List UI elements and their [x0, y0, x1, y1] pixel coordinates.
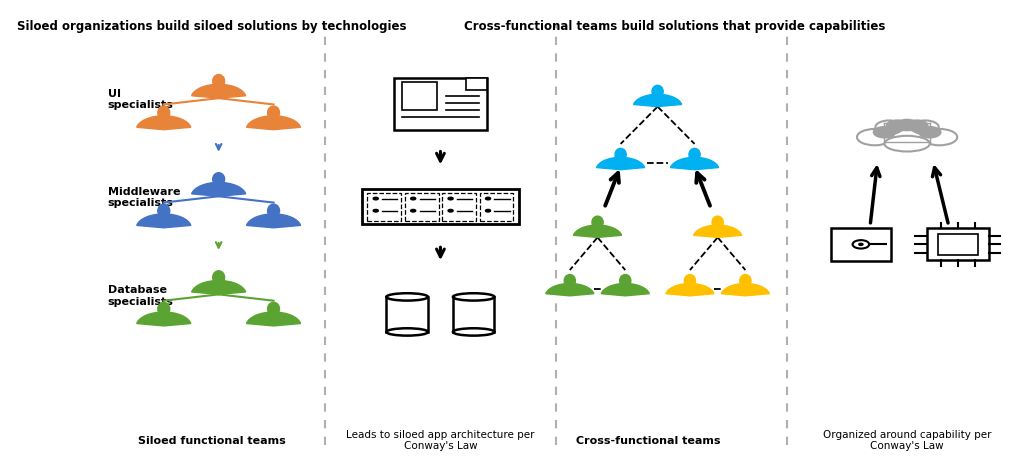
- Ellipse shape: [592, 216, 603, 228]
- Ellipse shape: [158, 204, 170, 217]
- Wedge shape: [247, 214, 301, 228]
- Circle shape: [485, 197, 490, 200]
- Ellipse shape: [386, 328, 428, 336]
- Wedge shape: [137, 214, 190, 228]
- Circle shape: [853, 240, 869, 249]
- FancyBboxPatch shape: [361, 189, 519, 225]
- Ellipse shape: [564, 274, 575, 287]
- Wedge shape: [247, 312, 301, 326]
- Ellipse shape: [857, 129, 893, 145]
- Wedge shape: [191, 182, 246, 196]
- Wedge shape: [671, 157, 719, 170]
- Ellipse shape: [911, 120, 939, 134]
- Wedge shape: [247, 116, 301, 130]
- Text: Organized around capability per
Conway's Law: Organized around capability per Conway's…: [823, 430, 991, 451]
- Wedge shape: [721, 283, 769, 296]
- FancyBboxPatch shape: [442, 193, 476, 221]
- Ellipse shape: [158, 106, 170, 119]
- Text: UI
specialists: UI specialists: [108, 89, 174, 110]
- FancyBboxPatch shape: [466, 78, 486, 90]
- Wedge shape: [546, 283, 594, 296]
- Circle shape: [859, 243, 863, 245]
- Text: Siloed functional teams: Siloed functional teams: [138, 436, 286, 446]
- Circle shape: [905, 120, 928, 131]
- Ellipse shape: [922, 129, 957, 145]
- Text: Database
specialists: Database specialists: [108, 285, 174, 306]
- Wedge shape: [693, 225, 741, 237]
- Ellipse shape: [213, 75, 224, 88]
- Circle shape: [485, 210, 490, 212]
- Ellipse shape: [620, 274, 631, 287]
- Ellipse shape: [878, 122, 936, 143]
- Ellipse shape: [684, 274, 695, 287]
- Ellipse shape: [885, 136, 930, 151]
- Wedge shape: [137, 116, 190, 130]
- FancyBboxPatch shape: [401, 82, 437, 110]
- FancyBboxPatch shape: [830, 228, 891, 261]
- Circle shape: [896, 119, 919, 131]
- Circle shape: [887, 120, 908, 131]
- Circle shape: [919, 126, 941, 138]
- Ellipse shape: [453, 328, 495, 336]
- Ellipse shape: [712, 216, 723, 228]
- Ellipse shape: [267, 204, 280, 217]
- Circle shape: [449, 197, 454, 200]
- Ellipse shape: [386, 293, 428, 301]
- Ellipse shape: [213, 172, 224, 186]
- FancyBboxPatch shape: [368, 193, 401, 221]
- Ellipse shape: [267, 302, 280, 315]
- Ellipse shape: [876, 120, 902, 134]
- Wedge shape: [597, 157, 645, 170]
- Text: Siloed organizations build siloed solutions by technologies: Siloed organizations build siloed soluti…: [17, 20, 407, 33]
- FancyBboxPatch shape: [394, 78, 486, 130]
- Ellipse shape: [615, 149, 627, 161]
- Wedge shape: [666, 283, 714, 296]
- Ellipse shape: [652, 85, 664, 98]
- FancyBboxPatch shape: [938, 234, 978, 255]
- Ellipse shape: [267, 106, 280, 119]
- Circle shape: [373, 197, 378, 200]
- Text: Leads to siloed app architecture per
Conway's Law: Leads to siloed app architecture per Con…: [346, 430, 535, 451]
- Circle shape: [873, 126, 896, 138]
- FancyBboxPatch shape: [927, 228, 989, 260]
- Circle shape: [373, 210, 378, 212]
- FancyBboxPatch shape: [404, 193, 438, 221]
- Wedge shape: [137, 312, 190, 326]
- Wedge shape: [573, 225, 622, 237]
- Ellipse shape: [739, 274, 751, 287]
- Wedge shape: [601, 283, 649, 296]
- Ellipse shape: [689, 149, 700, 161]
- Circle shape: [411, 197, 416, 200]
- Wedge shape: [191, 84, 246, 98]
- Wedge shape: [191, 281, 246, 294]
- Circle shape: [411, 210, 416, 212]
- Text: Middleware
specialists: Middleware specialists: [108, 187, 180, 208]
- FancyBboxPatch shape: [479, 193, 513, 221]
- Ellipse shape: [453, 293, 495, 301]
- Ellipse shape: [158, 302, 170, 315]
- Ellipse shape: [213, 271, 224, 284]
- Text: Cross-functional teams: Cross-functional teams: [577, 436, 721, 446]
- Text: Cross-functional teams build solutions that provide capabilities: Cross-functional teams build solutions t…: [464, 20, 885, 33]
- Wedge shape: [634, 94, 682, 107]
- Circle shape: [449, 210, 454, 212]
